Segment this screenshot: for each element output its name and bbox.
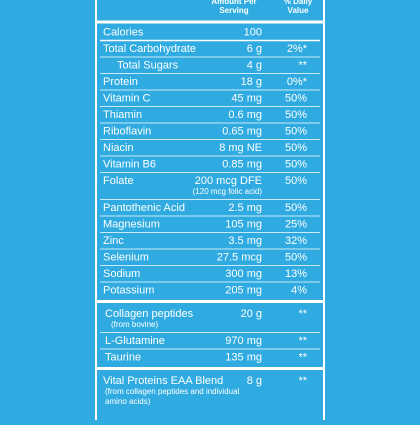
daily-value: ** — [298, 375, 307, 387]
nutrient-name: Pantothenic Acid — [103, 202, 185, 214]
nutrient-name: Collagen peptides — [105, 308, 194, 320]
nutrient-amount: 100 — [244, 26, 262, 38]
nutrient-name: Folate — [103, 175, 134, 187]
daily-value: ** — [298, 308, 307, 320]
nutrient-name: Protein — [103, 76, 138, 88]
name-note: (from bovine) — [111, 320, 158, 329]
nutrient-amount: 0.65 mg — [222, 125, 262, 137]
name-note: amino acids) — [105, 397, 151, 406]
daily-value: 13% — [285, 268, 307, 280]
nutrient-name: Vital Proteins EAA Blend — [103, 375, 223, 387]
nutrient-amount: 18 g — [241, 76, 262, 88]
nutrient-name: Total Sugars — [117, 59, 179, 71]
nutrient-amount: 3.5 mg — [228, 235, 262, 247]
nutrient-name: Magnesium — [103, 218, 160, 230]
amount-header: Serving — [219, 6, 248, 15]
nutrient-amount: 20 g — [241, 308, 262, 320]
daily-value: 25% — [285, 218, 307, 230]
amount-header: Amount Per — [211, 0, 256, 6]
daily-value: 50% — [285, 175, 307, 187]
dv-header: % Daily — [284, 0, 313, 6]
nutrient-amount: 300 mg — [225, 268, 262, 280]
nutrient-name: Riboflavin — [103, 125, 151, 137]
daily-value: 50% — [285, 251, 307, 263]
nutrient-name: Vitamin B6 — [103, 158, 156, 170]
nutrient-amount: 105 mg — [225, 218, 262, 230]
daily-value: ** — [298, 59, 307, 71]
daily-value: 50% — [285, 202, 307, 214]
name-note: (from collagen peptides and individual — [105, 387, 240, 396]
daily-value: ** — [298, 351, 307, 363]
nutrient-amount: 8 mg NE — [219, 142, 262, 154]
nutrient-name: Thiamin — [103, 109, 142, 121]
nutrient-amount: 8 g — [247, 375, 262, 387]
nutrient-name: Potassium — [103, 284, 154, 296]
nutrient-amount: 27.5 mcg — [217, 251, 262, 263]
nutrient-name: Niacin — [103, 142, 134, 154]
nutrient-amount: 6 g — [247, 43, 262, 55]
daily-value: 2%* — [287, 43, 308, 55]
nutrient-name: Zinc — [103, 235, 124, 247]
nutrient-name: Calories — [103, 26, 144, 38]
nutrient-name: L-Glutamine — [105, 335, 165, 347]
nutrient-amount: 4 g — [247, 59, 262, 71]
nutrient-amount: 205 mg — [225, 284, 262, 296]
nutrient-amount: 200 mcg DFE — [195, 175, 262, 187]
nutrient-name: Selenium — [103, 251, 149, 263]
nutrient-amount: 135 mg — [225, 351, 262, 363]
daily-value: 50% — [285, 125, 307, 137]
daily-value: ** — [298, 335, 307, 347]
amount-note: (120 mcg folic acid) — [193, 187, 263, 196]
daily-value: 32% — [285, 235, 307, 247]
daily-value: 50% — [285, 92, 307, 104]
nutrient-amount: 45 mg — [231, 92, 262, 104]
nutrient-amount: 0.6 mg — [228, 109, 262, 121]
daily-value: 4% — [291, 284, 307, 296]
nutrient-name: Sodium — [103, 268, 140, 280]
nutrient-name: Vitamin C — [103, 92, 151, 104]
nutrient-name: Total Carbohydrate — [103, 43, 196, 55]
dv-header: Value — [288, 6, 309, 15]
daily-value: 50% — [285, 109, 307, 121]
panel-border — [95, 0, 325, 425]
daily-value: 0%* — [287, 76, 308, 88]
nutrient-amount: 2.5 mg — [228, 202, 262, 214]
daily-value: 50% — [285, 142, 307, 154]
nutrient-amount: 0.85 mg — [222, 158, 262, 170]
nutrient-name: Taurine — [105, 351, 141, 363]
nutrient-amount: 970 mg — [225, 335, 262, 347]
daily-value: 50% — [285, 158, 307, 170]
